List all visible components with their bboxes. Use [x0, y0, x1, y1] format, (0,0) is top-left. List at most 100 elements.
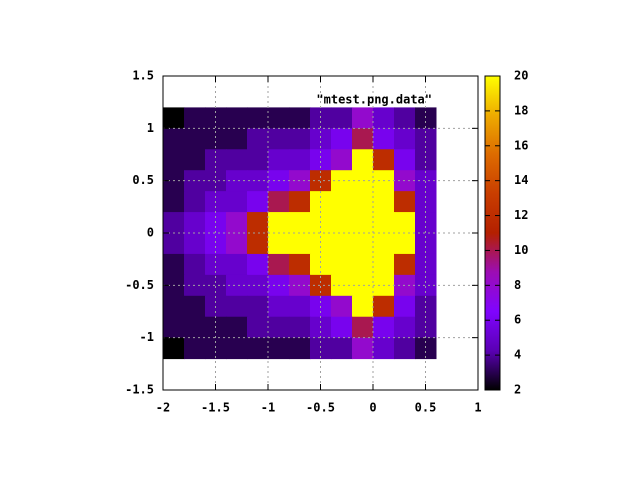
heatmap-cell [415, 149, 437, 171]
heatmap-cell [289, 316, 311, 339]
heatmap-cell [184, 253, 206, 276]
x-tick-label: -0.5 [306, 401, 335, 415]
heatmap-cell [352, 233, 374, 255]
heatmap-cell [289, 149, 311, 171]
heatmap-cell [331, 191, 353, 213]
heatmap-cell [331, 128, 353, 150]
heatmap-cell [163, 253, 185, 276]
heatmap-cell [289, 128, 311, 150]
heatmap-cell [184, 233, 206, 255]
heatmap-cell [373, 253, 395, 276]
x-tick-label: -1.5 [201, 401, 230, 415]
heatmap-cell [205, 170, 227, 192]
heatmap-cell [310, 170, 332, 192]
x-tick-label: 0.5 [415, 401, 437, 415]
colorbar-tick-label: 4 [514, 348, 521, 362]
heatmap-cell [331, 149, 353, 171]
heatmap-cell [310, 149, 332, 171]
heatmap-cell [184, 337, 206, 360]
heatmap-cell [352, 253, 374, 276]
heatmap-cell [268, 128, 290, 150]
heatmap-cell [184, 316, 206, 339]
heatmap-cell [394, 337, 416, 360]
heatmap-cell [373, 316, 395, 339]
heatmap-cell [310, 128, 332, 150]
heatmap-cell [415, 170, 437, 192]
heatmap-cell [268, 337, 290, 360]
heatmap-cell [247, 128, 269, 150]
heatmap-cell [226, 233, 248, 255]
colorbar-tick-label: 18 [514, 103, 528, 117]
heatmap-cell [310, 107, 332, 129]
heatmap-cell [373, 107, 395, 129]
heatmap-cell [184, 191, 206, 213]
heatmap-cell [331, 337, 353, 360]
heatmap-cell [247, 316, 269, 339]
colorbar-tick-label: 8 [514, 278, 521, 292]
heatmap-cell [352, 212, 374, 234]
heatmap-cell [289, 337, 311, 360]
heatmap-cell [226, 149, 248, 171]
heatmap-cell [289, 253, 311, 276]
colorbar-tick-label: 14 [514, 173, 528, 187]
heatmap-cell [373, 128, 395, 150]
plot-border [162, 75, 479, 391]
heatmap-cell [163, 295, 185, 318]
heatmap-cell [352, 170, 374, 192]
x-tick-label: 0 [369, 401, 376, 415]
legend-label: "mtest.png.data" [316, 93, 432, 107]
heatmap-cell [373, 295, 395, 318]
heatmap-cell [331, 274, 353, 297]
heatmap-cell [226, 170, 248, 192]
heatmap-cell [184, 212, 206, 234]
heatmap-cell [163, 316, 185, 339]
heatmap-cell [394, 253, 416, 276]
heatmap-cell [310, 337, 332, 360]
y-tick-label: 0.5 [132, 173, 154, 187]
colorbar-tick-label: 6 [514, 313, 521, 327]
heatmap-cell [268, 107, 290, 129]
heatmap-cell [268, 316, 290, 339]
heatmap-cell [331, 212, 353, 234]
y-tick-label: -1 [140, 330, 154, 344]
heatmap-cell [394, 316, 416, 339]
heatmap-cell [415, 253, 437, 276]
heatmap-cell [205, 149, 227, 171]
colorbar-tick-label: 2 [514, 383, 521, 397]
heatmap-cell [247, 233, 269, 255]
heatmap-cell [163, 212, 185, 234]
heatmap-cell [205, 233, 227, 255]
heatmap-cell [415, 107, 437, 129]
heatmap-cell [163, 128, 185, 150]
heatmap-cell [415, 233, 437, 255]
heatmap-cell [184, 295, 206, 318]
heatmap-cell [226, 274, 248, 297]
heatmap-cell [394, 128, 416, 150]
heatmap-cell [247, 337, 269, 360]
heatmap-cell [310, 274, 332, 297]
heatmap-cell [268, 233, 290, 255]
y-tick-label: 1.5 [132, 69, 154, 83]
heatmap-cell [352, 295, 374, 318]
heatmap-cell [226, 107, 248, 129]
heatmap-cell [373, 191, 395, 213]
heatmap-cell [352, 274, 374, 297]
heatmap-cell [310, 253, 332, 276]
heatmap-cell [415, 274, 437, 297]
y-tick-label: 0 [147, 226, 154, 240]
heatmap-cell [331, 295, 353, 318]
heatmap-cell [352, 149, 374, 171]
heatmap-cell [184, 107, 206, 129]
colorbar-tick-label: 20 [514, 69, 528, 83]
heatmap-cell [415, 337, 437, 360]
heatmap-cell [247, 149, 269, 171]
heatmap-cell [331, 253, 353, 276]
axes: -2 -1.5 -1 -0.5 0 0.5 1-1.5-1-0.500.511.524681… [125, 69, 528, 415]
heatmap-cell [268, 295, 290, 318]
heatmap-cell [352, 107, 374, 129]
colorbar-tick-label: 10 [514, 243, 528, 257]
heatmap-cell [394, 149, 416, 171]
heatmap-cell [163, 191, 185, 213]
y-tick-label: 1 [147, 121, 154, 135]
heatmap-cell [184, 149, 206, 171]
